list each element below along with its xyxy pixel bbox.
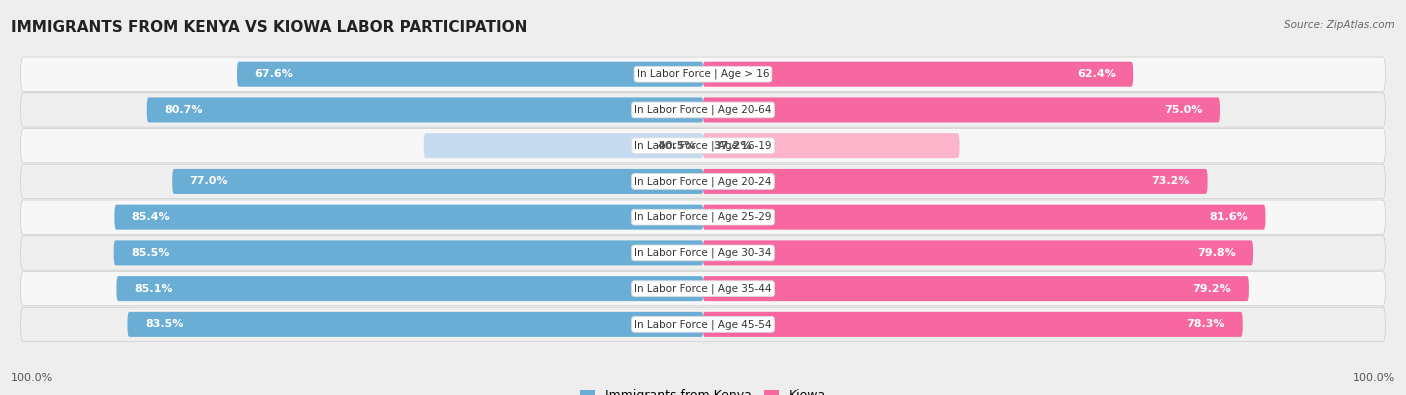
Text: 81.6%: 81.6%	[1209, 212, 1249, 222]
FancyBboxPatch shape	[238, 62, 703, 87]
Text: In Labor Force | Age > 16: In Labor Force | Age > 16	[637, 69, 769, 79]
FancyBboxPatch shape	[21, 200, 1385, 234]
FancyBboxPatch shape	[703, 276, 1249, 301]
Text: 77.0%: 77.0%	[190, 177, 228, 186]
Text: 62.4%: 62.4%	[1077, 69, 1116, 79]
Text: 40.5%: 40.5%	[658, 141, 696, 150]
FancyBboxPatch shape	[114, 205, 703, 229]
Text: In Labor Force | Age 35-44: In Labor Force | Age 35-44	[634, 283, 772, 294]
Text: 80.7%: 80.7%	[165, 105, 202, 115]
FancyBboxPatch shape	[128, 312, 703, 337]
FancyBboxPatch shape	[21, 164, 1385, 199]
Text: In Labor Force | Age 20-64: In Labor Force | Age 20-64	[634, 105, 772, 115]
FancyBboxPatch shape	[21, 93, 1385, 127]
FancyBboxPatch shape	[21, 128, 1385, 163]
Text: 85.4%: 85.4%	[132, 212, 170, 222]
Text: IMMIGRANTS FROM KENYA VS KIOWA LABOR PARTICIPATION: IMMIGRANTS FROM KENYA VS KIOWA LABOR PAR…	[11, 20, 527, 35]
Text: In Labor Force | Age 16-19: In Labor Force | Age 16-19	[634, 141, 772, 151]
FancyBboxPatch shape	[117, 276, 703, 301]
Text: 100.0%: 100.0%	[1353, 373, 1395, 383]
FancyBboxPatch shape	[423, 133, 703, 158]
FancyBboxPatch shape	[21, 236, 1385, 270]
FancyBboxPatch shape	[703, 62, 1133, 87]
Text: 67.6%: 67.6%	[254, 69, 294, 79]
Text: 79.8%: 79.8%	[1197, 248, 1236, 258]
Text: In Labor Force | Age 45-54: In Labor Force | Age 45-54	[634, 319, 772, 329]
FancyBboxPatch shape	[703, 312, 1243, 337]
Text: In Labor Force | Age 25-29: In Labor Force | Age 25-29	[634, 212, 772, 222]
FancyBboxPatch shape	[21, 307, 1385, 342]
Text: 85.1%: 85.1%	[134, 284, 173, 293]
Text: 83.5%: 83.5%	[145, 320, 183, 329]
Text: 85.5%: 85.5%	[131, 248, 170, 258]
FancyBboxPatch shape	[703, 205, 1265, 229]
FancyBboxPatch shape	[703, 133, 959, 158]
Legend: Immigrants from Kenya, Kiowa: Immigrants from Kenya, Kiowa	[575, 384, 831, 395]
Text: 75.0%: 75.0%	[1164, 105, 1202, 115]
Text: 100.0%: 100.0%	[11, 373, 53, 383]
FancyBboxPatch shape	[21, 271, 1385, 306]
FancyBboxPatch shape	[703, 241, 1253, 265]
FancyBboxPatch shape	[703, 98, 1220, 122]
FancyBboxPatch shape	[21, 57, 1385, 91]
FancyBboxPatch shape	[114, 241, 703, 265]
FancyBboxPatch shape	[173, 169, 703, 194]
Text: In Labor Force | Age 30-34: In Labor Force | Age 30-34	[634, 248, 772, 258]
Text: Source: ZipAtlas.com: Source: ZipAtlas.com	[1284, 20, 1395, 30]
Text: 37.2%: 37.2%	[713, 141, 752, 150]
Text: 79.2%: 79.2%	[1192, 284, 1232, 293]
FancyBboxPatch shape	[146, 98, 703, 122]
FancyBboxPatch shape	[703, 169, 1208, 194]
Text: In Labor Force | Age 20-24: In Labor Force | Age 20-24	[634, 176, 772, 187]
Text: 73.2%: 73.2%	[1152, 177, 1189, 186]
Text: 78.3%: 78.3%	[1187, 320, 1225, 329]
